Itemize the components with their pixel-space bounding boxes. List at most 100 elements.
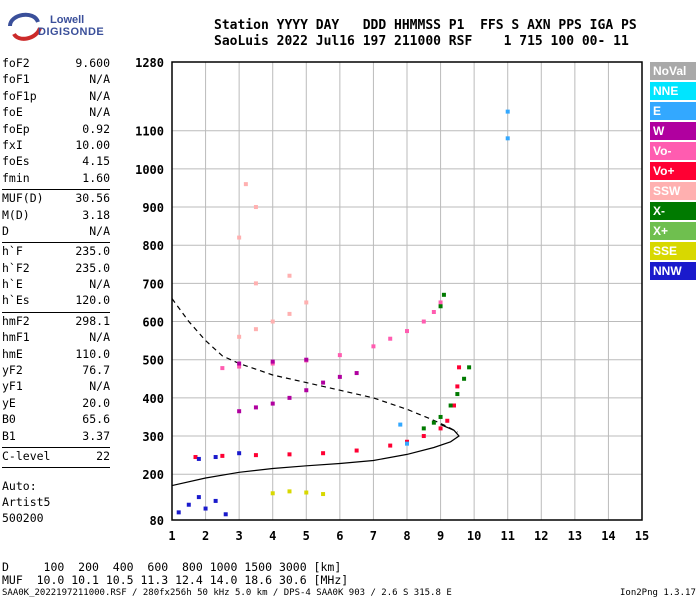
echo-point — [253, 281, 258, 286]
param-name: hmE — [2, 346, 23, 361]
x-tick-label: 4 — [269, 529, 276, 543]
param-value: 298.1 — [75, 313, 110, 328]
param-row: MUF(D) 30.56 — [2, 191, 110, 207]
echo-point — [505, 109, 510, 114]
param-value: N/A — [89, 277, 110, 292]
echo-point — [441, 292, 446, 297]
echo-point — [452, 403, 456, 408]
y-tick-label: 500 — [142, 354, 164, 368]
param-name: hmF1 — [2, 330, 30, 345]
header-line-1: Station YYYY DAY DDD HHMMSS P1 FFS S AXN… — [214, 18, 637, 33]
y-tick-label: 400 — [142, 392, 164, 406]
echo-point — [438, 300, 443, 305]
param-value: 22 — [96, 448, 110, 463]
param-name: h`E — [2, 277, 23, 292]
echo-point — [270, 401, 275, 406]
echo-point — [321, 380, 326, 385]
param-value: 9.600 — [75, 56, 110, 70]
param-value: N/A — [89, 330, 110, 345]
y-tick-label: 800 — [142, 239, 164, 253]
param-row: foF1 N/A — [2, 72, 110, 88]
param-name: C-level — [2, 448, 51, 463]
echo-point — [287, 395, 292, 400]
echo-point — [304, 490, 309, 495]
echo-point — [287, 273, 292, 278]
legend-item: X- — [650, 202, 696, 220]
x-tick-label: 7 — [370, 529, 377, 543]
param-row: M(D) 3.18 — [2, 208, 110, 224]
y-tick-label: 200 — [142, 468, 164, 482]
param-value: 30.56 — [75, 191, 110, 206]
params-group-1: foF2 9.600 foF1 N/A foF1p N/A foE N/A foEp 0.92 fx… — [2, 56, 110, 187]
param-value: 4.15 — [82, 154, 110, 169]
echo-point — [193, 455, 198, 460]
legend-item: SSW — [650, 182, 696, 200]
param-row: C-level 22 — [2, 449, 110, 465]
echo-point — [287, 489, 292, 494]
echo-point — [405, 329, 409, 334]
param-row: foF1p N/A — [2, 89, 110, 105]
y-tick-label: 1100 — [135, 125, 164, 139]
echo-point — [287, 452, 292, 457]
param-value: 235.0 — [75, 244, 110, 259]
logo-text-digisonde: DIGISONDE — [38, 26, 105, 38]
param-row: h`E N/A — [2, 277, 110, 293]
param-value: 3.37 — [82, 428, 110, 443]
param-name: fmin — [2, 170, 30, 185]
plot-frame — [171, 61, 643, 521]
param-row: foF2 9.600 — [2, 56, 110, 72]
x-tick-label: 15 — [635, 529, 649, 543]
param-name: yF2 — [2, 363, 23, 378]
param-value: N/A — [89, 379, 110, 394]
echo-point — [220, 366, 225, 371]
echo-point — [388, 443, 393, 448]
echo-point — [354, 448, 359, 453]
legend-item: X+ — [650, 222, 696, 240]
param-name: yF1 — [2, 379, 23, 394]
echo-point — [455, 384, 460, 389]
y-tick-label: 900 — [142, 201, 164, 215]
echo-point — [337, 353, 342, 358]
x-tick-label: 6 — [336, 529, 343, 543]
param-row: yE 20.0 — [2, 396, 110, 412]
legend-item: Vo- — [650, 142, 696, 160]
param-value: 10.00 — [75, 137, 110, 152]
echo-point — [337, 374, 342, 379]
echo-point — [186, 502, 191, 507]
echo-point — [237, 235, 242, 240]
echo-point — [270, 359, 275, 364]
legend-item: Vo+ — [650, 162, 696, 180]
echo-point — [505, 136, 510, 141]
legend-item: NoVal — [650, 62, 696, 80]
y-tick-label: 80 — [150, 514, 164, 528]
echo-point — [421, 319, 426, 324]
param-name: yE — [2, 395, 16, 410]
param-name: M(D) — [2, 207, 30, 222]
echo-point — [270, 491, 275, 496]
echo-point — [438, 414, 443, 419]
legend-item: W — [650, 122, 696, 140]
echo-point — [448, 403, 453, 408]
param-name: foF2 — [2, 56, 30, 70]
echo-point — [253, 205, 258, 210]
digisonde-logo: Lowell DIGISONDE — [4, 6, 114, 46]
echo-point — [371, 344, 376, 349]
echo-point — [304, 388, 309, 393]
logo-swirl-icon — [8, 12, 42, 41]
param-name: D — [2, 223, 9, 238]
echo-point — [213, 455, 218, 460]
param-name: B1 — [2, 428, 16, 443]
auto-code: 500200 — [2, 511, 44, 525]
param-row: D N/A — [2, 224, 110, 240]
param-name: B0 — [2, 412, 16, 427]
param-name: MUF(D) — [2, 191, 44, 206]
echo-point — [388, 336, 393, 341]
y-tick-label: 300 — [142, 430, 164, 444]
echo-point — [467, 365, 472, 370]
echo-point — [203, 506, 208, 511]
profile-line — [171, 298, 458, 433]
param-value: N/A — [89, 105, 110, 120]
param-name: h`F2 — [2, 260, 30, 275]
x-tick-label: 5 — [303, 529, 310, 543]
